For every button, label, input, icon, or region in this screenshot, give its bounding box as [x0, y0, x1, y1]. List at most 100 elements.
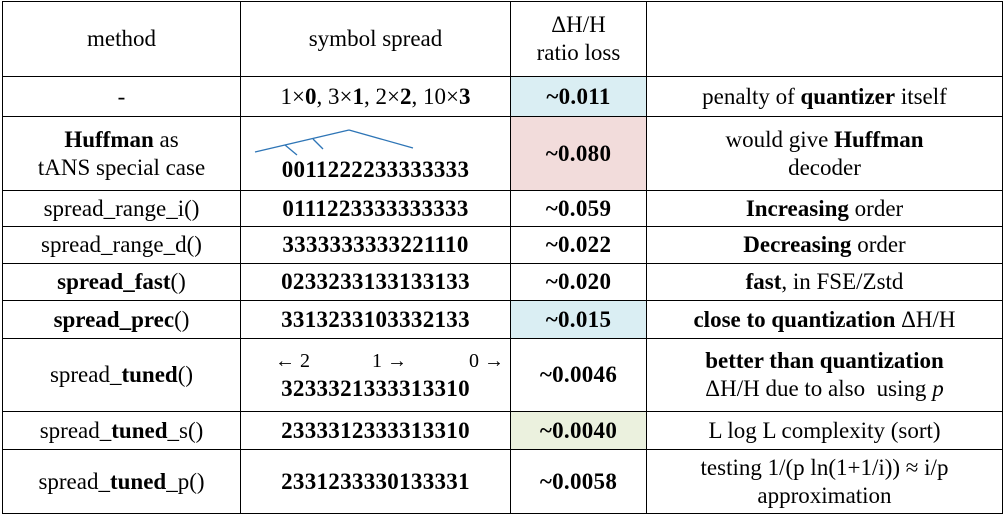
text: 2331233330133331 — [281, 468, 470, 494]
loss-cell: ~0.022 — [510, 226, 647, 264]
text: Huffman — [64, 126, 154, 152]
text: () — [174, 306, 190, 332]
text: better than quantization — [705, 348, 944, 373]
method-cell: spread_tuned_s() — [2, 411, 241, 450]
text: ~0.015 — [545, 306, 612, 332]
text: 1 — [352, 83, 365, 109]
row: spread_range_d() 3333333333221110 ~0.022… — [2, 226, 1003, 264]
text: ~0.0058 — [539, 468, 618, 494]
method-cell: spread_tuned_p() — [2, 449, 241, 514]
text: quantizer — [800, 83, 896, 109]
text: testing 1/(p ln(1+1/i)) ≈ i/p — [700, 454, 949, 480]
loss-cell: ~0.0040 — [510, 411, 647, 450]
row: spread_tuned() ← 2 1 → 0 → 3233321333313310… — [2, 338, 1003, 412]
text: spread_ — [39, 417, 112, 443]
text: ~0.020 — [545, 269, 612, 294]
text: decoder — [788, 154, 861, 180]
line: Huffman as — [7, 126, 236, 154]
tree-icon — [254, 128, 414, 155]
row: spread_range_i() 0111223333333333 ~0.059… — [2, 190, 1003, 227]
text: () — [170, 269, 186, 294]
text: ← 2 — [275, 350, 310, 372]
header-row: method symbol spread ΔH/H ratio loss — [2, 1, 1003, 77]
text: spread_range_i() — [43, 195, 200, 221]
loss-cell: ~0.059 — [510, 190, 647, 227]
note-cell: Increasing order — [646, 190, 1003, 227]
note-cell: close to quantization ΔH/H — [646, 300, 1003, 339]
text: () — [177, 362, 194, 387]
text: 1 → — [372, 350, 407, 372]
text: 0111223333333333 — [282, 195, 469, 221]
text: 3313233103332133 — [281, 306, 470, 332]
text: Increasing — [745, 195, 849, 221]
text: Decreasing — [743, 232, 852, 257]
text: ~0.080 — [545, 140, 612, 166]
line: would give Huffman — [651, 126, 998, 154]
method-cell: spread_fast() — [2, 263, 241, 301]
text: 3233321333313310 — [281, 376, 470, 401]
text: close to quantization — [693, 306, 896, 332]
arrows: ← 2 1 → 0 → — [245, 347, 506, 375]
text: 2 — [399, 83, 412, 109]
row: spread_fast() 0233233133133133 ~0.020 fa… — [2, 263, 1003, 301]
spread-cell: 3313233103332133 — [240, 300, 511, 339]
method-cell: spread_range_d() — [2, 226, 241, 264]
text: 3333333333221110 — [282, 232, 469, 257]
note-cell: L log L complexity (sort) — [646, 411, 1003, 450]
text: , 3× — [316, 83, 353, 109]
text: penalty of — [702, 83, 801, 109]
text: tANS special case — [37, 154, 206, 180]
text: spread_range_d() — [41, 232, 202, 257]
line: ΔH/H due to also using p — [651, 375, 998, 403]
text: ~0.0040 — [539, 417, 618, 443]
row: spread_prec() 3313233103332133 ~0.015 cl… — [2, 300, 1003, 339]
text: p — [932, 376, 944, 401]
text: ~0.0046 — [539, 362, 618, 387]
text: 0 — [305, 83, 317, 109]
loss-cell: ~0.020 — [510, 263, 647, 301]
note-cell: better than quantization ΔH/H due to also… — [646, 338, 1003, 412]
header-text: ratio loss — [536, 40, 621, 65]
text: approximation — [757, 482, 892, 508]
spread-cell: ← 2 1 → 0 → 3233321333313310 — [240, 338, 511, 412]
text: 3 — [458, 83, 471, 109]
text: tuned — [121, 362, 178, 387]
note-cell: Decreasing order — [646, 226, 1003, 264]
spread-cell: 0011222233333333 — [240, 116, 511, 191]
method-cell: - — [2, 76, 241, 117]
row: - 1×0, 3×1, 2×2, 10×3 ~0.011 penalty of … — [2, 76, 1003, 117]
row: spread_tuned_p() 2331233330133331 ~0.005… — [2, 449, 1003, 514]
text: as — [153, 126, 179, 152]
text: , 10× — [411, 83, 459, 109]
spread-cell: 0233233133133133 — [240, 263, 511, 301]
note-cell: would give Huffman decoder — [646, 116, 1003, 191]
text: Huffman — [834, 126, 924, 152]
header-text: method — [87, 26, 156, 51]
note-cell: fast, in FSE/Zstd — [646, 263, 1003, 301]
row: Huffman as tANS special case 001122223333… — [2, 116, 1003, 191]
header-cell — [646, 1, 1003, 77]
text: 1× — [280, 83, 306, 109]
text: _s() — [167, 417, 204, 443]
loss-cell: ~0.0058 — [510, 449, 647, 514]
text: 2333312333313310 — [281, 417, 470, 443]
text: ΔH/H — [895, 306, 956, 332]
text: 0 → — [469, 350, 504, 372]
method-cell: Huffman as tANS special case — [2, 116, 241, 191]
note-cell: testing 1/(p ln(1+1/i)) ≈ i/p approximati… — [646, 449, 1003, 514]
text: 0011222233333333 — [281, 156, 470, 182]
text: ΔH/H due to also using — [705, 376, 933, 401]
text: ~0.059 — [545, 195, 612, 221]
text: , in FSE/Zstd — [781, 269, 904, 294]
table: method symbol spread ΔH/H ratio loss - 1×… — [2, 1, 1003, 514]
spread-cell: 1×0, 3×1, 2×2, 10×3 — [240, 76, 511, 117]
method-cell: spread_range_i() — [2, 190, 241, 227]
spread-cell: 0111223333333333 — [240, 190, 511, 227]
text: fast — [745, 269, 782, 294]
text: spread_prec — [53, 306, 175, 332]
text: ~0.022 — [545, 232, 612, 257]
spread-cell: 2331233330133331 — [240, 449, 511, 514]
header-text: ΔH/H — [551, 12, 606, 37]
text: order — [848, 195, 904, 221]
